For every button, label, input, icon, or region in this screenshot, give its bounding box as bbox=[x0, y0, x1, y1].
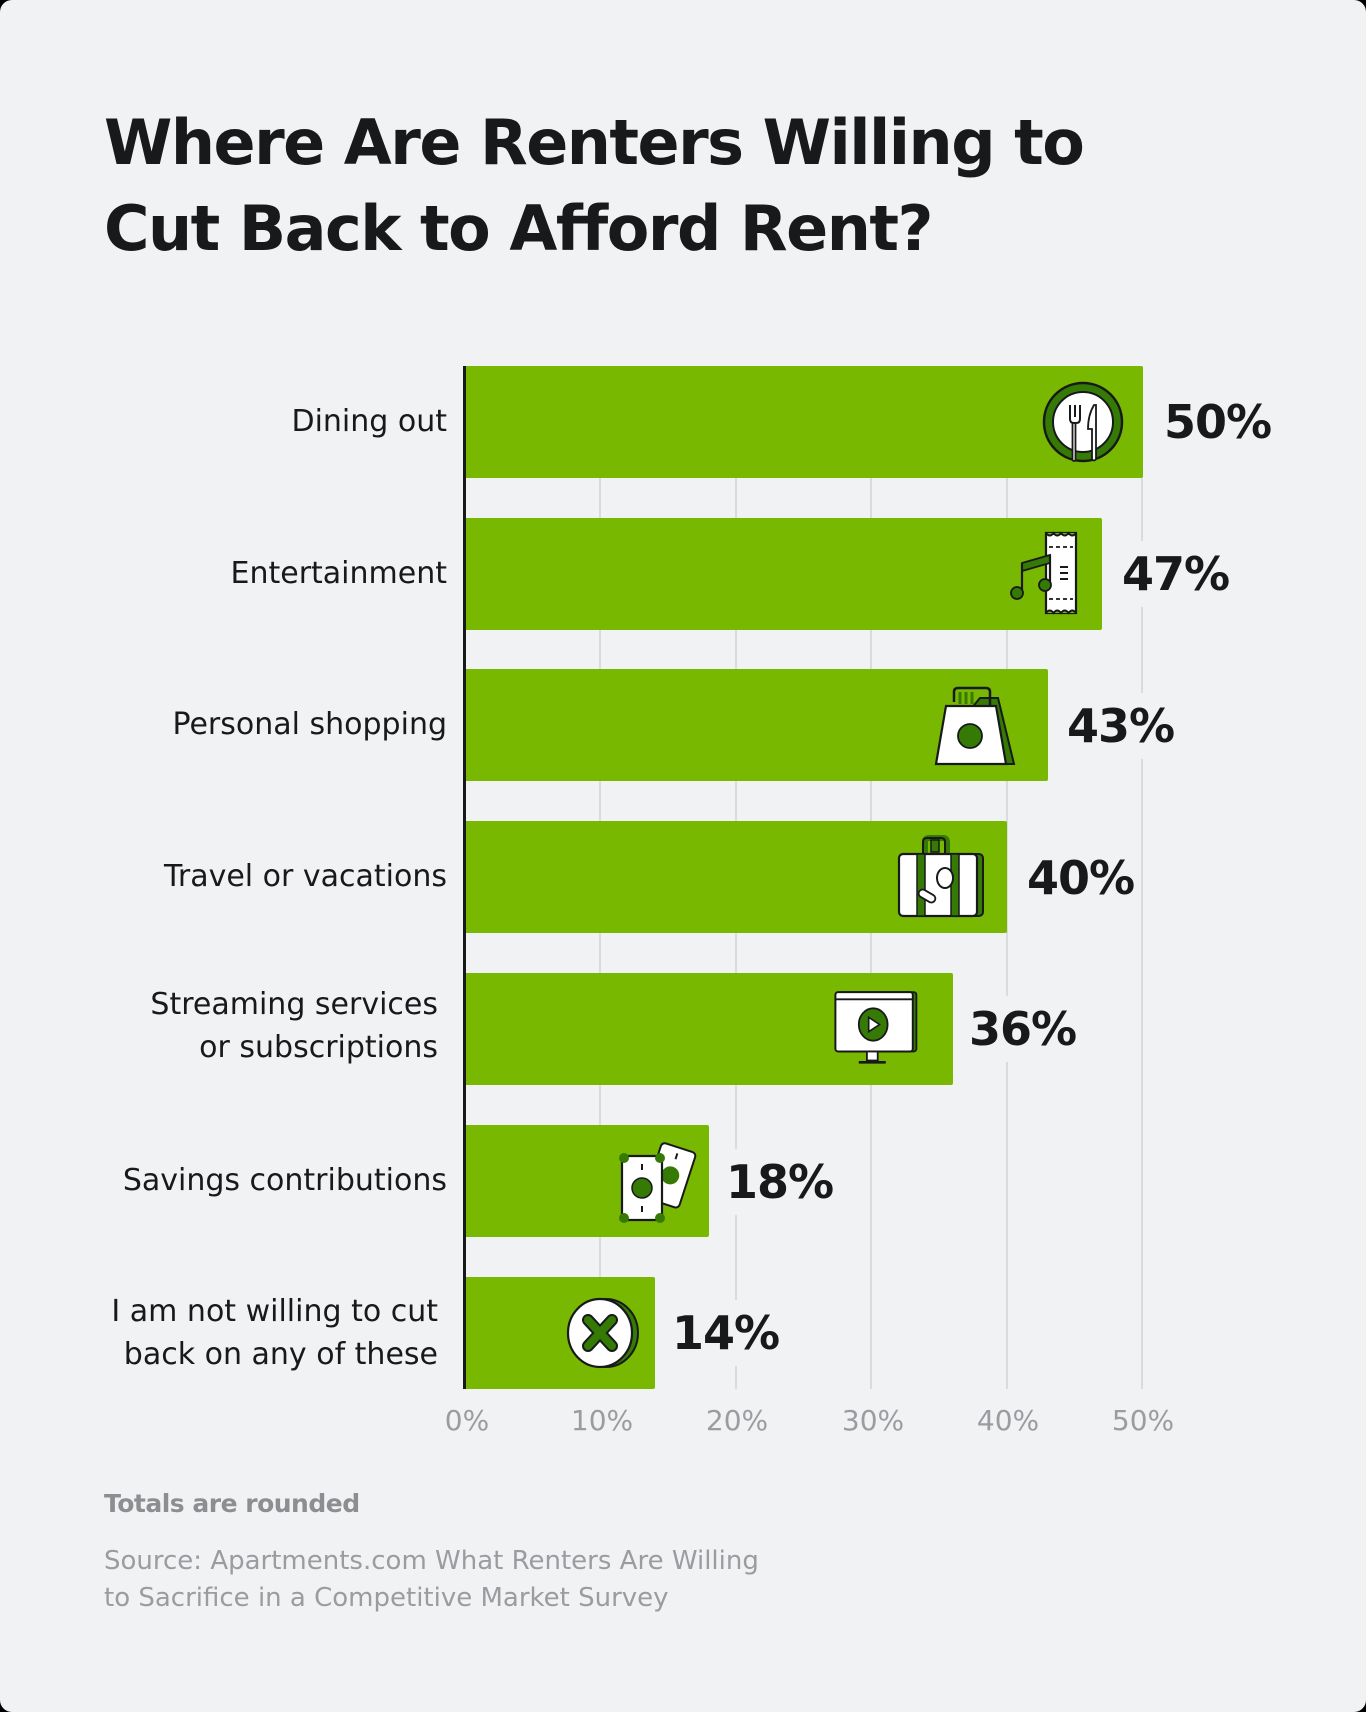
value-label: 36% bbox=[965, 996, 1081, 1062]
source-citation: Source: Apartments.com What Renters Are … bbox=[104, 1546, 759, 1613]
money-bills-icon bbox=[614, 1136, 704, 1226]
category-label: Dining out bbox=[291, 404, 447, 439]
value-label: 18% bbox=[722, 1149, 838, 1215]
x-tick-label: 0% bbox=[444, 1404, 490, 1437]
category-label: Entertainment bbox=[230, 556, 447, 591]
gridline-50 bbox=[1141, 366, 1143, 1389]
music-ticket-icon bbox=[1000, 529, 1090, 619]
value-label: 14% bbox=[668, 1300, 784, 1366]
category-label: Personal shopping bbox=[172, 707, 447, 742]
category-label: Savings contributions bbox=[122, 1163, 447, 1198]
x-tick-label: 40% bbox=[976, 1404, 1040, 1437]
chart-title: Where Are Renters Willing to Cut Back to… bbox=[104, 106, 1085, 265]
bar-dining-out bbox=[465, 366, 1143, 478]
plate-cutlery-icon bbox=[1038, 377, 1128, 467]
x-tick-label: 30% bbox=[841, 1404, 905, 1437]
footnote: Totals are rounded bbox=[104, 1489, 360, 1518]
y-axis-line bbox=[463, 366, 466, 1389]
category-label: Travel or vacations bbox=[163, 859, 447, 894]
value-label: 47% bbox=[1118, 541, 1234, 607]
value-label: 40% bbox=[1023, 845, 1139, 911]
x-coin-icon bbox=[556, 1288, 646, 1378]
x-tick-label: 50% bbox=[1111, 1404, 1175, 1437]
value-label: 43% bbox=[1063, 693, 1179, 759]
category-label: Streaming services or subscriptions bbox=[150, 987, 438, 1065]
category-label: I am not willing to cut back on any of t… bbox=[111, 1294, 438, 1372]
shopping-bag-icon bbox=[930, 680, 1020, 770]
x-tick-label: 10% bbox=[570, 1404, 634, 1437]
streaming-monitor-icon bbox=[830, 984, 920, 1074]
value-label: 50% bbox=[1160, 389, 1276, 455]
x-tick-label: 20% bbox=[705, 1404, 769, 1437]
suitcase-icon bbox=[895, 832, 985, 922]
bar-entertainment bbox=[465, 518, 1103, 630]
